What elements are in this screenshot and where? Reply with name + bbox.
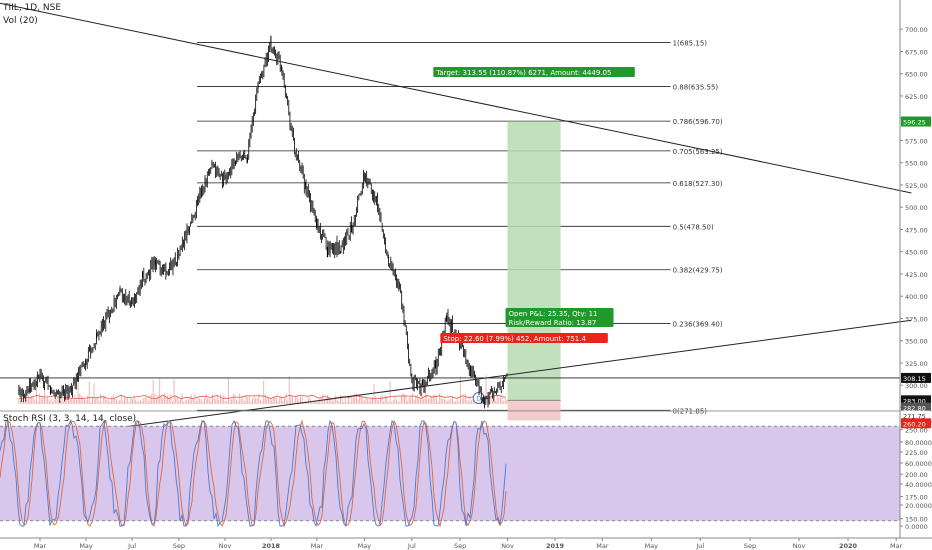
time-tick-label: Jul [695,542,704,550]
time-tick-label: Nov [219,542,232,550]
price-tick-label: 475.00 [905,226,928,234]
price-tick-label: 200.00 [905,471,928,479]
price-tick-label: 700.00 [905,26,928,34]
position-labels: Target: 313.55 (110.87%) 6271, Amount: 4… [433,67,931,429]
symbol-title: TIIL, 1D, NSE [3,3,62,13]
price-tick-label: 625.00 [905,93,928,101]
time-tick-label: May [645,542,659,550]
stop-price-badge-bg [901,418,931,429]
price-tick-label: 250.00 [905,427,928,435]
target-label-bg [433,67,635,77]
time-tick-label: Sep [454,542,466,550]
time-tick-label: Nov [501,542,514,550]
time-tick-label: May [358,542,372,550]
price-tick-label: 225.00 [905,449,928,457]
price-tick-label: 450.00 [905,249,928,257]
price-tick-label: 525.00 [905,182,928,190]
time-tick-label: 2020 [839,542,858,550]
fib-level-label: 0.236(369.40) [673,320,723,328]
target-price-badge: 596.25 [903,119,926,127]
price-tick-label: 175.00 [905,493,928,501]
price-tick-label: 500.00 [905,204,928,212]
stop-price-badge: 260.20 [903,420,926,428]
oscillator-label: Stoch RSI (3, 3, 14, 14, close) [3,414,137,424]
osc-tick-label: 80.0000 [905,439,932,447]
stop-label-bg [440,333,608,343]
time-tick-label: Sep [744,542,756,550]
stop-label: Stop: 22.60 (7.99%) 452, Amount: 751.4 [443,335,586,343]
long-position-tool[interactable] [507,121,561,421]
fib-level-label: 0.786(596.70) [673,118,723,126]
time-tick-label: Mar [596,542,609,550]
price-tick-label: 550.00 [905,160,928,168]
price-bars [18,35,508,409]
low-price-badge: 271.75 [903,413,926,421]
time-tick-label: May [79,542,93,550]
last-price-badge-bg [901,372,931,383]
price-tick-label: 150.00 [905,516,928,524]
time-tick-label: Mar [311,542,324,550]
risk-reward-label: Risk/Reward Ratio: 13.87 [509,319,597,327]
stoch-rsi-panel[interactable]: 100.000080.000060.000040.000020.00000.00… [0,418,932,531]
open-pnl-label-bg [505,308,614,318]
dividend-marker-label: D [476,395,481,403]
stoch-k-line [0,419,507,528]
last-price-badge: 308.15 [903,375,926,383]
stop-upper-badge-bg [901,402,931,413]
volume-ma-line [18,394,506,400]
time-tick-label: Mar [34,542,47,550]
price-tick-label: 425.00 [905,271,928,279]
open-pnl-label: Open P&L: 25.35, Qty: 11 [509,310,598,318]
entry-price-badge: 283.00 [903,397,926,405]
fib-level-label: 0.618(527.30) [673,180,723,188]
entry-price-badge-bg [901,395,931,406]
price-tick-label: 675.00 [905,48,928,56]
price-tick-label: 350.00 [905,338,928,346]
time-tick-label: Jul [127,542,136,550]
fib-level-label: 1(685.15) [673,39,708,47]
price-tick-label: 325.00 [905,360,928,368]
fib-level-label: 0.382(429.75) [673,267,723,275]
fib-level-label: 0.5(478.50) [673,223,714,231]
stoch-rsi-band [0,426,900,521]
fib-level-label: 0.705(563.25) [673,148,723,156]
osc-tick-label: 60.0000 [905,460,932,468]
osc-tick-label: 40.0000 [905,481,932,489]
price-tick-label: 375.00 [905,315,928,323]
price-tick-label: 400.00 [905,293,928,301]
osc-tick-label: 0.0000 [905,523,928,531]
time-tick-label: Nov [793,542,806,550]
volume-histogram: D [18,375,508,404]
stop-zone [507,400,561,421]
target-price-badge-bg [901,116,931,127]
price-tick-label: 650.00 [905,71,928,79]
trendline-resistance [0,2,912,194]
osc-tick-label: 20.0000 [905,502,932,510]
price-tick-label: 300.00 [905,382,928,390]
time-tick-label: Jul [407,542,416,550]
volume-label: Vol (20) [3,16,38,26]
time-tick-label: 2018 [262,542,281,550]
risk-reward-label-bg [505,317,614,327]
fib-level-label: 0.88(635.55) [673,84,719,92]
target-zone [507,121,561,401]
time-tick-label: 2019 [546,542,565,550]
price-tick-label: 575.00 [905,137,928,145]
time-tick-label: Mar [890,542,903,550]
target-label: Target: 313.55 (110.87%) 6271, Amount: 4… [435,69,611,77]
time-tick-label: Sep [173,542,185,550]
low-price-badge-bg [901,410,931,421]
stop-upper-badge: 282.80 [903,405,926,413]
